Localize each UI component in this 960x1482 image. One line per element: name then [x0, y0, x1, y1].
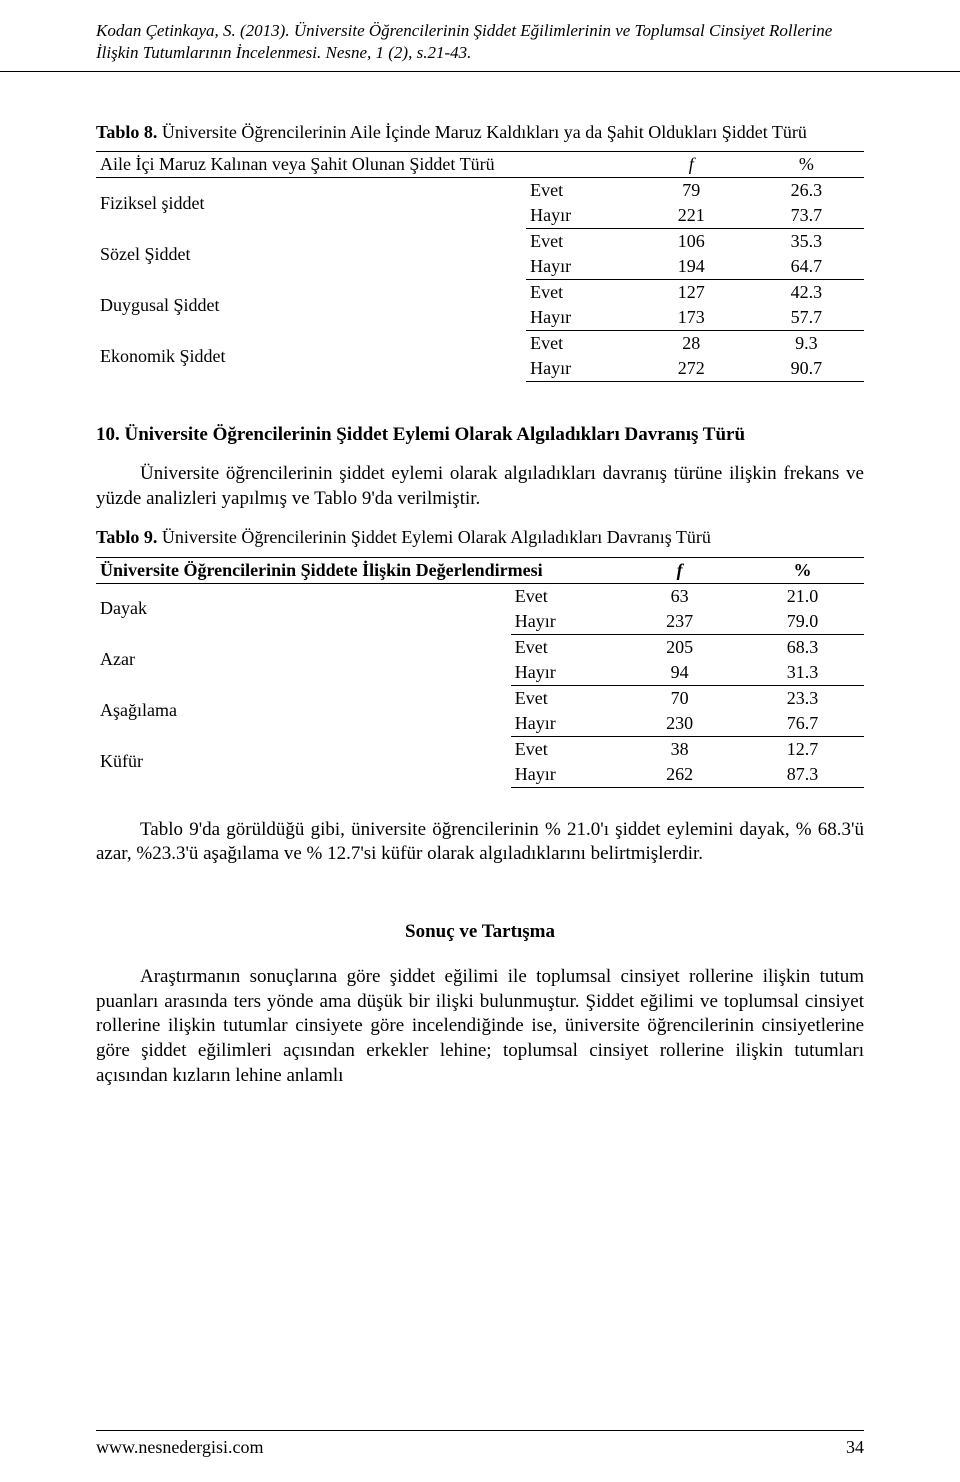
table8-g2-label: Duygusal Şiddet	[96, 280, 526, 331]
table9-g1-r1-yn: Hayır	[511, 660, 619, 686]
table-row: Küfür Evet 38 12.7	[96, 736, 864, 762]
table8-g2-r0-f: 127	[634, 280, 749, 306]
table9-g0-label: Dayak	[96, 583, 511, 634]
running-head: Kodan Çetinkaya, S. (2013). Üniversite Ö…	[0, 0, 960, 72]
discussion-para: Araştırmanın sonuçlarına göre şiddet eği…	[96, 965, 864, 1088]
table8-header-row: Aile İçi Maruz Kalınan veya Şahit Olunan…	[96, 152, 864, 178]
table8-g2-r0-pct: 42.3	[749, 280, 864, 306]
page: Kodan Çetinkaya, S. (2013). Üniversite Ö…	[0, 0, 960, 1482]
discussion-heading: Sonuç ve Tartışma	[96, 921, 864, 943]
table8-g0-r0-f: 79	[634, 178, 749, 204]
table8-g1-label: Sözel Şiddet	[96, 229, 526, 280]
table-row: Fiziksel şiddet Evet 79 26.3	[96, 178, 864, 204]
table9: Üniversite Öğrencilerinin Şiddete İlişki…	[96, 557, 864, 788]
section10-para: Üniversite öğrencilerinin şiddet eylemi …	[96, 462, 864, 511]
table8-g3-r1-f: 272	[634, 356, 749, 382]
table9-g0-r0-pct: 21.0	[741, 583, 864, 609]
table9-g2-label: Aşağılama	[96, 685, 511, 736]
table8-g1-r1-yn: Hayır	[526, 254, 634, 280]
table8-g3-r1-yn: Hayır	[526, 356, 634, 382]
table8-g3-r0-pct: 9.3	[749, 331, 864, 357]
table9-g2-r1-f: 230	[618, 711, 741, 737]
table8-g2-r1-pct: 57.7	[749, 305, 864, 331]
table8-g0-r0-pct: 26.3	[749, 178, 864, 204]
table9-header-row: Üniversite Öğrencilerinin Şiddete İlişki…	[96, 557, 864, 583]
table9-header-f: f	[618, 557, 741, 583]
table8-g1-r0-pct: 35.3	[749, 229, 864, 255]
table9-header-label: Üniversite Öğrencilerinin Şiddete İlişki…	[96, 557, 618, 583]
table9-g3-r0-f: 38	[618, 736, 741, 762]
table9-g0-r1-yn: Hayır	[511, 609, 619, 635]
table8-caption-rest: Üniversite Öğrencilerinin Aile İçinde Ma…	[157, 122, 807, 142]
table9-g2-r0-pct: 23.3	[741, 685, 864, 711]
table9-g3-r0-pct: 12.7	[741, 736, 864, 762]
table9-g1-r0-pct: 68.3	[741, 634, 864, 660]
table9-g3-r0-yn: Evet	[511, 736, 619, 762]
table8-g1-r0-yn: Evet	[526, 229, 634, 255]
table8-g1-r0-f: 106	[634, 229, 749, 255]
table9-g1-r0-f: 205	[618, 634, 741, 660]
footer-page-number: 34	[846, 1437, 864, 1458]
table8-g2-r1-f: 173	[634, 305, 749, 331]
table8-header-pct: %	[749, 152, 864, 178]
content-area: Tablo 8. Üniversite Öğrencilerinin Aile …	[0, 120, 960, 1089]
table8-g1-r1-pct: 64.7	[749, 254, 864, 280]
table9-g2-r1-yn: Hayır	[511, 711, 619, 737]
table9-g3-r1-f: 262	[618, 762, 741, 788]
table8-g3-r0-f: 28	[634, 331, 749, 357]
table8-caption-bold: Tablo 8.	[96, 122, 157, 142]
footer-left: www.nesnedergisi.com	[96, 1437, 263, 1458]
table-row: Duygusal Şiddet Evet 127 42.3	[96, 280, 864, 306]
table8-g3-r1-pct: 90.7	[749, 356, 864, 382]
table9-g3-r1-yn: Hayır	[511, 762, 619, 788]
table8-g0-r1-yn: Hayır	[526, 203, 634, 229]
table9-g3-label: Küfür	[96, 736, 511, 787]
table8-g0-r1-pct: 73.7	[749, 203, 864, 229]
table-row: Aşağılama Evet 70 23.3	[96, 685, 864, 711]
table9-caption: Tablo 9. Üniversite Öğrencilerinin Şidde…	[96, 525, 864, 550]
table8-g1-r1-f: 194	[634, 254, 749, 280]
table9-g1-r0-yn: Evet	[511, 634, 619, 660]
table8-g2-r1-yn: Hayır	[526, 305, 634, 331]
para-after-table9: Tablo 9'da görüldüğü gibi, üniversite öğ…	[96, 818, 864, 867]
table-row: Sözel Şiddet Evet 106 35.3	[96, 229, 864, 255]
table9-g2-r1-pct: 76.7	[741, 711, 864, 737]
table9-caption-rest: Üniversite Öğrencilerinin Şiddet Eylemi …	[157, 527, 711, 547]
table9-g1-r1-pct: 31.3	[741, 660, 864, 686]
table8-caption: Tablo 8. Üniversite Öğrencilerinin Aile …	[96, 120, 864, 145]
table8-g0-label: Fiziksel şiddet	[96, 178, 526, 229]
table8-g3-label: Ekonomik Şiddet	[96, 331, 526, 382]
table-row: Azar Evet 205 68.3	[96, 634, 864, 660]
table8-header-f: f	[634, 152, 749, 178]
table-row: Ekonomik Şiddet Evet 28 9.3	[96, 331, 864, 357]
table9-g3-r1-pct: 87.3	[741, 762, 864, 788]
table8-g2-r0-yn: Evet	[526, 280, 634, 306]
table9-caption-bold: Tablo 9.	[96, 527, 157, 547]
table8-header-label: Aile İçi Maruz Kalınan veya Şahit Olunan…	[96, 152, 634, 178]
table9-g2-r0-yn: Evet	[511, 685, 619, 711]
table8-g3-r0-yn: Evet	[526, 331, 634, 357]
table9-header-pct: %	[741, 557, 864, 583]
table9-g2-r0-f: 70	[618, 685, 741, 711]
table8: Aile İçi Maruz Kalınan veya Şahit Olunan…	[96, 151, 864, 382]
table-row: Dayak Evet 63 21.0	[96, 583, 864, 609]
table8-g0-r0-yn: Evet	[526, 178, 634, 204]
table9-g0-r0-yn: Evet	[511, 583, 619, 609]
page-footer: www.nesnedergisi.com 34	[96, 1430, 864, 1458]
table8-g0-r1-f: 221	[634, 203, 749, 229]
table9-g1-label: Azar	[96, 634, 511, 685]
table9-g0-r1-f: 237	[618, 609, 741, 635]
table9-g0-r0-f: 63	[618, 583, 741, 609]
table9-g0-r1-pct: 79.0	[741, 609, 864, 635]
section10-heading: 10. Üniversite Öğrencilerinin Şiddet Eyl…	[96, 424, 864, 446]
table9-g1-r1-f: 94	[618, 660, 741, 686]
